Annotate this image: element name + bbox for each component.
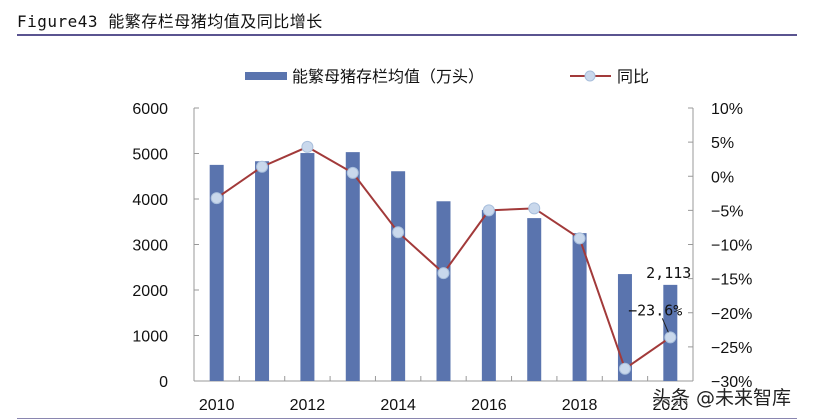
x-axis-label: 2012 (290, 397, 326, 414)
right-axis-label: −15% (711, 272, 752, 289)
bar-value-label: 2,113 (646, 264, 691, 282)
yoy-marker (210, 192, 223, 205)
left-axis-label: 6000 (132, 101, 168, 118)
left-axis-label: 4000 (132, 192, 168, 209)
left-axis-label: 0 (159, 374, 168, 391)
right-axis-label: −5% (711, 203, 743, 220)
legend-line-label: 同比 (617, 67, 649, 86)
x-axis-label: 2016 (471, 397, 507, 414)
left-axis-label: 2000 (132, 283, 168, 300)
bar (481, 209, 496, 381)
right-axis-label: −10% (711, 238, 752, 255)
title-divider (17, 34, 797, 36)
bar (300, 153, 315, 381)
right-axis-label: −20% (711, 306, 752, 323)
legend-line-marker (584, 70, 596, 82)
x-axis-label: 2014 (380, 397, 416, 414)
figure-title: Figure43 能繁存栏母猪均值及同比增长 (17, 12, 323, 31)
x-axis-label: 2018 (562, 397, 598, 414)
yoy-marker (256, 160, 269, 173)
yoy-value-label: −23.6% (628, 301, 682, 319)
x-axis-label: 2010 (199, 397, 235, 414)
yoy-marker (618, 362, 631, 375)
legend-bar-label: 能繁母猪存栏均值（万头） (292, 67, 484, 86)
right-axis-label: 10% (711, 101, 743, 118)
yoy-marker (528, 202, 541, 215)
bar (436, 201, 451, 381)
bar (527, 218, 542, 381)
bar (617, 274, 632, 381)
right-axis-label: −25% (711, 340, 752, 357)
left-axis-label: 5000 (132, 147, 168, 164)
left-axis-label: 1000 (132, 329, 168, 346)
bottom-divider (17, 418, 797, 419)
legend-bar-swatch (245, 72, 287, 80)
yoy-marker (301, 140, 314, 153)
yoy-marker (664, 331, 677, 344)
bar (209, 164, 224, 381)
bar (391, 171, 406, 381)
right-axis-label: 0% (711, 169, 734, 186)
annotation-leader (661, 318, 669, 333)
bar (572, 233, 587, 381)
bar (345, 152, 360, 381)
x-axis-label: 2020 (653, 397, 689, 414)
right-axis-label: −30% (711, 374, 752, 391)
yoy-marker (573, 232, 586, 245)
bar (255, 161, 270, 381)
watermark: 头条 @未来智库 (652, 387, 792, 409)
right-axis-label: 5% (711, 135, 734, 152)
yoy-marker (392, 226, 405, 239)
yoy-marker (346, 166, 359, 179)
yoy-marker (482, 204, 495, 217)
yoy-marker (437, 267, 450, 280)
left-axis-label: 3000 (132, 238, 168, 255)
